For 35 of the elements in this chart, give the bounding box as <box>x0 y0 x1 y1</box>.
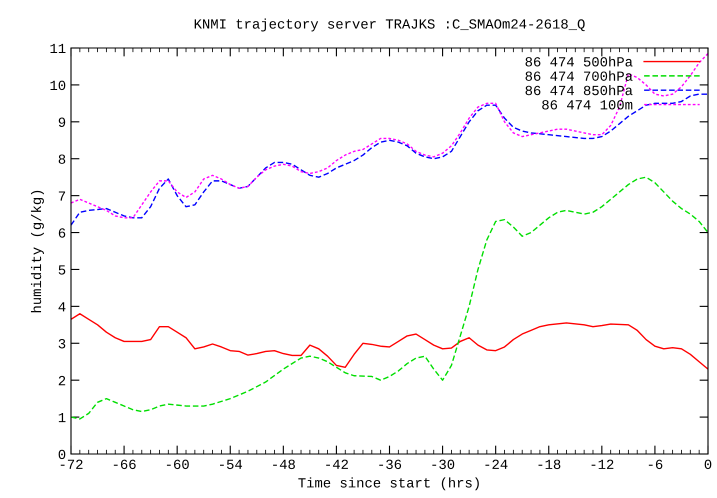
x-tick-label: -12 <box>592 460 614 469</box>
legend-label: 86 474 500hPa <box>526 56 633 67</box>
y-tick-label: 7 <box>58 192 66 201</box>
legend-label: 86 474 100m <box>542 100 632 110</box>
line-series <box>71 52 708 218</box>
y-tick-label: 2 <box>58 376 66 386</box>
y-tick-label: 11 <box>50 44 66 54</box>
x-tick-label: 0 <box>704 460 712 470</box>
y-axis-title: humidity (g/kg) <box>30 190 44 312</box>
x-tick-label: -48 <box>273 460 295 470</box>
x-tick-label: -6 <box>648 460 662 470</box>
x-axis-title: Time since start (hrs) <box>298 477 479 490</box>
y-tick-label: 4 <box>58 302 66 312</box>
legend-label: 86 474 850hPa <box>526 85 633 96</box>
y-tick-label: 10 <box>50 80 66 90</box>
x-tick-label: -36 <box>379 460 402 470</box>
y-tick-label: 5 <box>58 265 66 275</box>
chart-title: KNMI trajectory server TRAJKS :C_SMAOm24-2618_Q <box>194 18 585 32</box>
line-series <box>71 313 708 370</box>
x-tick-label: -66 <box>114 460 136 470</box>
x-tick-label: -30 <box>432 460 454 470</box>
x-tick-label: -60 <box>166 460 189 470</box>
line-series <box>71 176 708 420</box>
y-tick-label: 6 <box>58 228 66 238</box>
y-tick-label: 9 <box>58 118 66 127</box>
x-tick-label: -24 <box>485 460 508 469</box>
y-tick-label: 0 <box>58 450 66 460</box>
y-tick-label: 8 <box>58 154 66 164</box>
legend-label: 86 474 700hPa <box>526 70 633 81</box>
y-tick-label: 3 <box>58 339 66 348</box>
x-tick-label: -18 <box>538 460 560 470</box>
x-tick-label: -54 <box>220 460 242 470</box>
x-tick-label: -72 <box>60 460 83 469</box>
y-tick-label: 1 <box>58 412 66 422</box>
x-tick-label: -42 <box>326 460 348 469</box>
